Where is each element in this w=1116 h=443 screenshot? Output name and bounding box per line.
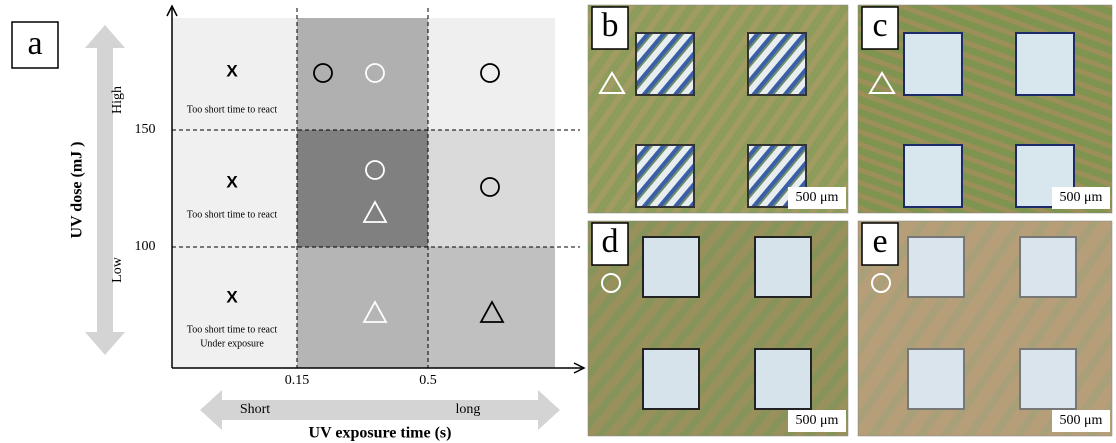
long-label: long	[456, 402, 481, 417]
row-mark: X	[226, 287, 238, 306]
panel-label: a	[27, 25, 42, 62]
high-label: High	[110, 86, 125, 114]
pattern-square	[904, 33, 962, 95]
pattern-square	[908, 349, 964, 409]
row-mark: X	[226, 61, 238, 80]
panel-label: b	[602, 7, 619, 44]
panel-label: d	[602, 223, 619, 260]
pattern-square	[1016, 33, 1074, 95]
pattern-square	[1020, 237, 1076, 297]
x-tick-label: 0.15	[285, 373, 310, 388]
micrograph-panel: c 500 μm	[858, 5, 1112, 213]
pattern-square	[908, 237, 964, 297]
scale-bar-label: 500 μm	[1060, 413, 1103, 428]
dose-arrow	[85, 25, 125, 355]
cell	[428, 130, 555, 247]
panel-label: e	[872, 223, 887, 260]
pattern-square	[643, 237, 699, 297]
row-mark: X	[226, 172, 238, 191]
y-axis-label: UV dose (mJ )	[69, 141, 86, 238]
row-note: Too short time to react	[187, 104, 278, 115]
cell	[297, 18, 428, 130]
micrograph-panel: d 500 μm	[588, 221, 848, 436]
pattern-square	[636, 145, 694, 207]
panel-a: a UV dose (mJ ) High Low 150 100 0.15 0.…	[12, 6, 584, 442]
y-tick-label: 100	[135, 239, 156, 254]
scale-bar-label: 500 μm	[796, 190, 839, 205]
x-axis-label: UV exposure time (s)	[309, 425, 452, 442]
row-note: Too short time to react	[187, 324, 278, 335]
micrograph-panel: b 500 μm	[588, 5, 848, 213]
pattern-square	[748, 33, 806, 95]
micrograph-panel: e 500 μm	[858, 221, 1112, 436]
pattern-square	[755, 349, 811, 409]
pattern-square	[755, 237, 811, 297]
pattern-square	[1020, 349, 1076, 409]
panel-label: c	[872, 7, 887, 44]
scale-bar-label: 500 μm	[1060, 190, 1103, 205]
scale-bar-label: 500 μm	[796, 413, 839, 428]
pattern-square	[636, 33, 694, 95]
cell	[428, 18, 555, 130]
y-tick-label: 150	[135, 122, 156, 137]
cell	[297, 130, 428, 247]
low-label: Low	[110, 256, 125, 283]
cell	[428, 247, 555, 368]
pattern-square	[904, 145, 962, 207]
row-note: Too short time to react	[187, 209, 278, 220]
figure: a UV dose (mJ ) High Low 150 100 0.15 0.…	[0, 0, 1116, 443]
pattern-square	[643, 349, 699, 409]
micrographs: b 500 μm c 500 μm d 500 μm e 500 μm	[588, 5, 1112, 436]
short-label: Short	[240, 402, 270, 417]
cell	[297, 247, 428, 368]
row-note: Under exposure	[200, 338, 264, 349]
x-tick-label: 0.5	[419, 373, 437, 388]
